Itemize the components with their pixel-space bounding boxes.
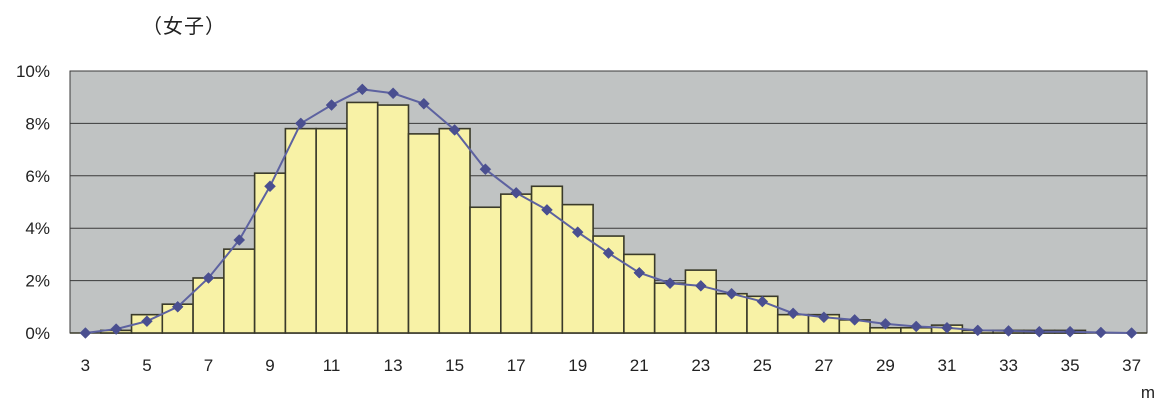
y-tick-label: 8% xyxy=(25,114,50,133)
line-marker xyxy=(110,323,123,335)
x-tick-label: 33 xyxy=(999,356,1018,375)
bar xyxy=(253,172,287,334)
bar xyxy=(407,133,441,334)
x-tick-label: 35 xyxy=(1061,356,1080,375)
line-marker xyxy=(541,204,553,216)
x-tick-label: 23 xyxy=(691,356,710,375)
line-marker xyxy=(418,97,430,110)
bar xyxy=(192,277,225,334)
line-marker xyxy=(818,311,830,324)
bar xyxy=(653,282,687,334)
line-marker xyxy=(694,279,707,292)
line-marker xyxy=(1064,325,1076,338)
bar xyxy=(315,127,348,334)
bar xyxy=(376,104,410,334)
x-tick-label: 9 xyxy=(265,356,274,375)
line-marker xyxy=(1033,325,1046,338)
x-tick-label: 17 xyxy=(507,356,526,375)
x-tick-label: 19 xyxy=(568,356,587,375)
line-marker xyxy=(171,300,184,313)
line-markers xyxy=(79,83,1138,339)
x-axis-ticks: 3 5 7 9 11 13 15 17 19 21 23 25 27 29 31 33 35 37 xyxy=(81,356,1141,375)
line-marker xyxy=(448,124,461,136)
x-tick-label: 29 xyxy=(876,356,895,375)
line-marker xyxy=(79,327,92,339)
y-tick-label: 10% xyxy=(16,62,50,81)
line-marker xyxy=(848,314,861,326)
line-marker xyxy=(325,99,338,111)
line-marker xyxy=(971,324,984,337)
line-marker xyxy=(356,83,369,96)
line-marker xyxy=(1002,325,1015,337)
line-marker xyxy=(1094,326,1107,339)
line-marker xyxy=(571,226,584,238)
bar xyxy=(499,193,533,334)
line-marker xyxy=(202,272,215,284)
line-marker xyxy=(664,277,676,290)
y-tick-label: 0% xyxy=(25,324,50,343)
x-tick-label: 37 xyxy=(1122,356,1141,375)
line-marker xyxy=(879,317,892,330)
x-axis-unit-label: m xyxy=(1141,383,1155,402)
x-tick-label: 27 xyxy=(814,356,833,375)
x-tick-label: 15 xyxy=(445,356,464,375)
x-tick-label: 25 xyxy=(753,356,772,375)
x-tick-label: 31 xyxy=(938,356,957,375)
chart-title: （女子） xyxy=(142,14,226,38)
line-marker xyxy=(141,315,153,328)
bar xyxy=(284,127,317,334)
line-marker xyxy=(756,295,769,308)
y-axis-ticks: 0% 2% 4% 6% 8% 10% xyxy=(16,62,50,343)
line-marker xyxy=(725,287,738,300)
line-marker xyxy=(787,307,799,320)
x-tick-label: 11 xyxy=(323,356,341,375)
line-marker xyxy=(264,180,276,193)
x-tick-label: 5 xyxy=(142,356,151,375)
line-marker xyxy=(633,266,646,279)
x-tick-label: 7 xyxy=(204,356,213,375)
y-tick-label: 6% xyxy=(25,167,50,186)
x-tick-label: 3 xyxy=(81,356,90,375)
bar xyxy=(438,127,471,334)
bar xyxy=(346,101,379,334)
y-tick-label: 2% xyxy=(25,272,50,291)
bar xyxy=(684,269,717,334)
line-marker xyxy=(294,117,307,130)
bar xyxy=(223,248,256,334)
x-tick-label: 21 xyxy=(630,356,649,375)
y-tick-label: 4% xyxy=(25,219,50,238)
line-marker xyxy=(510,186,523,199)
line-marker xyxy=(233,234,246,246)
line-marker xyxy=(479,163,492,176)
bar xyxy=(715,292,748,334)
line-marker xyxy=(602,247,615,259)
line-marker xyxy=(910,320,923,333)
bar xyxy=(469,206,502,334)
line-marker xyxy=(387,87,399,100)
line-marker xyxy=(941,321,953,334)
x-tick-label: 13 xyxy=(384,356,403,375)
line-marker xyxy=(1125,327,1138,339)
